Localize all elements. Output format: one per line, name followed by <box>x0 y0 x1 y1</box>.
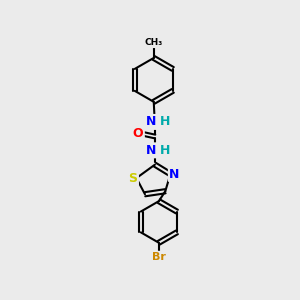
Text: N: N <box>146 144 157 157</box>
Text: H: H <box>160 144 170 157</box>
Text: S: S <box>128 172 137 184</box>
Text: CH₃: CH₃ <box>145 38 163 47</box>
Text: Br: Br <box>152 252 166 262</box>
Text: N: N <box>146 116 157 128</box>
Text: H: H <box>160 116 170 128</box>
Text: O: O <box>133 127 143 140</box>
Text: N: N <box>169 168 180 181</box>
